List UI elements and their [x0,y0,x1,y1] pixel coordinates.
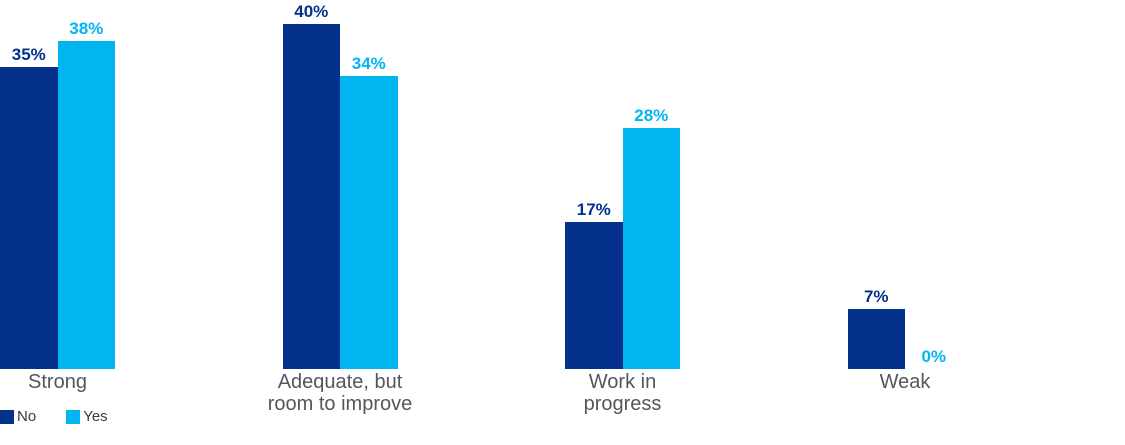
bar-no [282,24,340,369]
bar-yes [57,41,115,369]
legend-label-no: No [17,408,37,425]
plot-area: 35% 38% 40% 34% 17% 28% 7% 0% [0,2,947,369]
bar-value-label-yes: 38% [69,19,104,39]
bar-yes [340,75,398,369]
bar-yes [622,127,680,369]
bar-no [0,67,58,369]
category-label: Work in progress [583,371,662,415]
bar-value-label-yes: 34% [351,53,386,73]
legend-item-no: No [0,409,36,425]
legend: No Yes [0,409,108,425]
bar-value-label-yes: 0% [921,347,947,366]
bar-value-label-yes: 28% [634,105,669,125]
bar-value-label-no: 40% [294,2,329,21]
legend-swatch-no [0,410,14,424]
legend-swatch-yes [66,410,81,424]
bar-value-label-no: 17% [576,200,611,220]
bar-value-label-no: 35% [11,45,46,65]
legend-item-yes: Yes [66,408,108,425]
bar-no [565,222,623,369]
bar-no [847,308,905,369]
category-label: Adequate, but room to improve [267,371,413,415]
category-label: Strong [28,371,87,393]
bar-value-label-no: 7% [863,286,889,306]
legend-label-yes: Yes [83,408,108,425]
category-label: Weak [879,371,931,393]
